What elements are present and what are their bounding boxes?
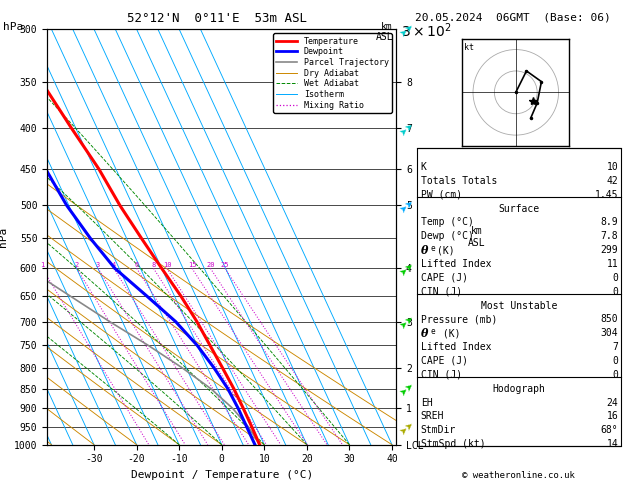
Text: ASL: ASL (376, 32, 393, 42)
Text: Lifted Index: Lifted Index (421, 342, 491, 352)
Text: Pressure (mb): Pressure (mb) (421, 314, 497, 325)
Text: 1.45: 1.45 (595, 190, 618, 200)
Text: Surface: Surface (499, 204, 540, 214)
Text: 52°12'N  0°11'E  53m ASL: 52°12'N 0°11'E 53m ASL (127, 12, 307, 25)
Text: Dewp (°C): Dewp (°C) (421, 231, 474, 242)
Text: θ: θ (421, 329, 428, 339)
Text: 11: 11 (606, 259, 618, 269)
Text: Most Unstable: Most Unstable (481, 300, 557, 311)
Legend: Temperature, Dewpoint, Parcel Trajectory, Dry Adiabat, Wet Adiabat, Isotherm, Mi: Temperature, Dewpoint, Parcel Trajectory… (273, 34, 392, 113)
Text: 68°: 68° (601, 425, 618, 435)
Text: CIN (J): CIN (J) (421, 370, 462, 380)
Text: 1: 1 (40, 262, 45, 268)
Text: Temp (°C): Temp (°C) (421, 217, 474, 227)
Text: Totals Totals: Totals Totals (421, 176, 497, 186)
Text: 4: 4 (112, 262, 116, 268)
Text: 0: 0 (613, 273, 618, 283)
Text: e: e (430, 244, 435, 253)
Text: CAPE (J): CAPE (J) (421, 273, 468, 283)
Text: 10: 10 (606, 162, 618, 172)
Text: SREH: SREH (421, 411, 444, 421)
Text: CAPE (J): CAPE (J) (421, 356, 468, 366)
Text: ➤➤: ➤➤ (398, 196, 417, 214)
Text: ➤➤: ➤➤ (398, 20, 417, 38)
Y-axis label: km
ASL: km ASL (468, 226, 486, 248)
Text: km: km (381, 22, 393, 32)
Text: 14: 14 (606, 439, 618, 449)
Text: (K): (K) (437, 245, 455, 255)
Text: (K): (K) (437, 329, 460, 338)
Text: K: K (421, 162, 426, 172)
Text: 7: 7 (613, 342, 618, 352)
Text: 304: 304 (601, 329, 618, 338)
Text: ➤➤: ➤➤ (398, 418, 417, 436)
Text: 0: 0 (613, 370, 618, 380)
Text: 25: 25 (221, 262, 230, 268)
Text: θ: θ (421, 245, 428, 256)
Text: 2: 2 (75, 262, 79, 268)
Text: 42: 42 (606, 176, 618, 186)
Text: 8.9: 8.9 (601, 217, 618, 227)
Text: 299: 299 (601, 245, 618, 255)
Text: 850: 850 (601, 314, 618, 325)
Text: StmSpd (kt): StmSpd (kt) (421, 439, 486, 449)
Text: kt: kt (464, 43, 474, 52)
Text: 7.8: 7.8 (601, 231, 618, 242)
Text: hPa: hPa (3, 22, 23, 32)
Text: ➤➤: ➤➤ (398, 312, 417, 330)
Text: Lifted Index: Lifted Index (421, 259, 491, 269)
Text: 20: 20 (206, 262, 214, 268)
Text: EH: EH (421, 398, 433, 408)
Text: 3: 3 (96, 262, 100, 268)
Text: StmDir: StmDir (421, 425, 456, 435)
Text: CIN (J): CIN (J) (421, 287, 462, 297)
Text: 0: 0 (613, 287, 618, 297)
Text: 20.05.2024  06GMT  (Base: 06): 20.05.2024 06GMT (Base: 06) (415, 12, 611, 22)
Text: 0: 0 (613, 356, 618, 366)
Text: ➤➤: ➤➤ (398, 120, 417, 138)
Text: 8: 8 (152, 262, 155, 268)
Text: 16: 16 (606, 411, 618, 421)
Text: 10: 10 (163, 262, 171, 268)
Text: ➤➤: ➤➤ (398, 380, 417, 398)
Text: ➤➤: ➤➤ (398, 260, 417, 278)
Text: PW (cm): PW (cm) (421, 190, 462, 200)
Text: 15: 15 (188, 262, 196, 268)
Text: 6: 6 (135, 262, 139, 268)
Text: e: e (430, 328, 435, 336)
X-axis label: Dewpoint / Temperature (°C): Dewpoint / Temperature (°C) (131, 470, 313, 480)
Text: Hodograph: Hodograph (493, 384, 546, 394)
Text: 24: 24 (606, 398, 618, 408)
Text: © weatheronline.co.uk: © weatheronline.co.uk (462, 471, 576, 480)
Y-axis label: hPa: hPa (0, 227, 8, 247)
